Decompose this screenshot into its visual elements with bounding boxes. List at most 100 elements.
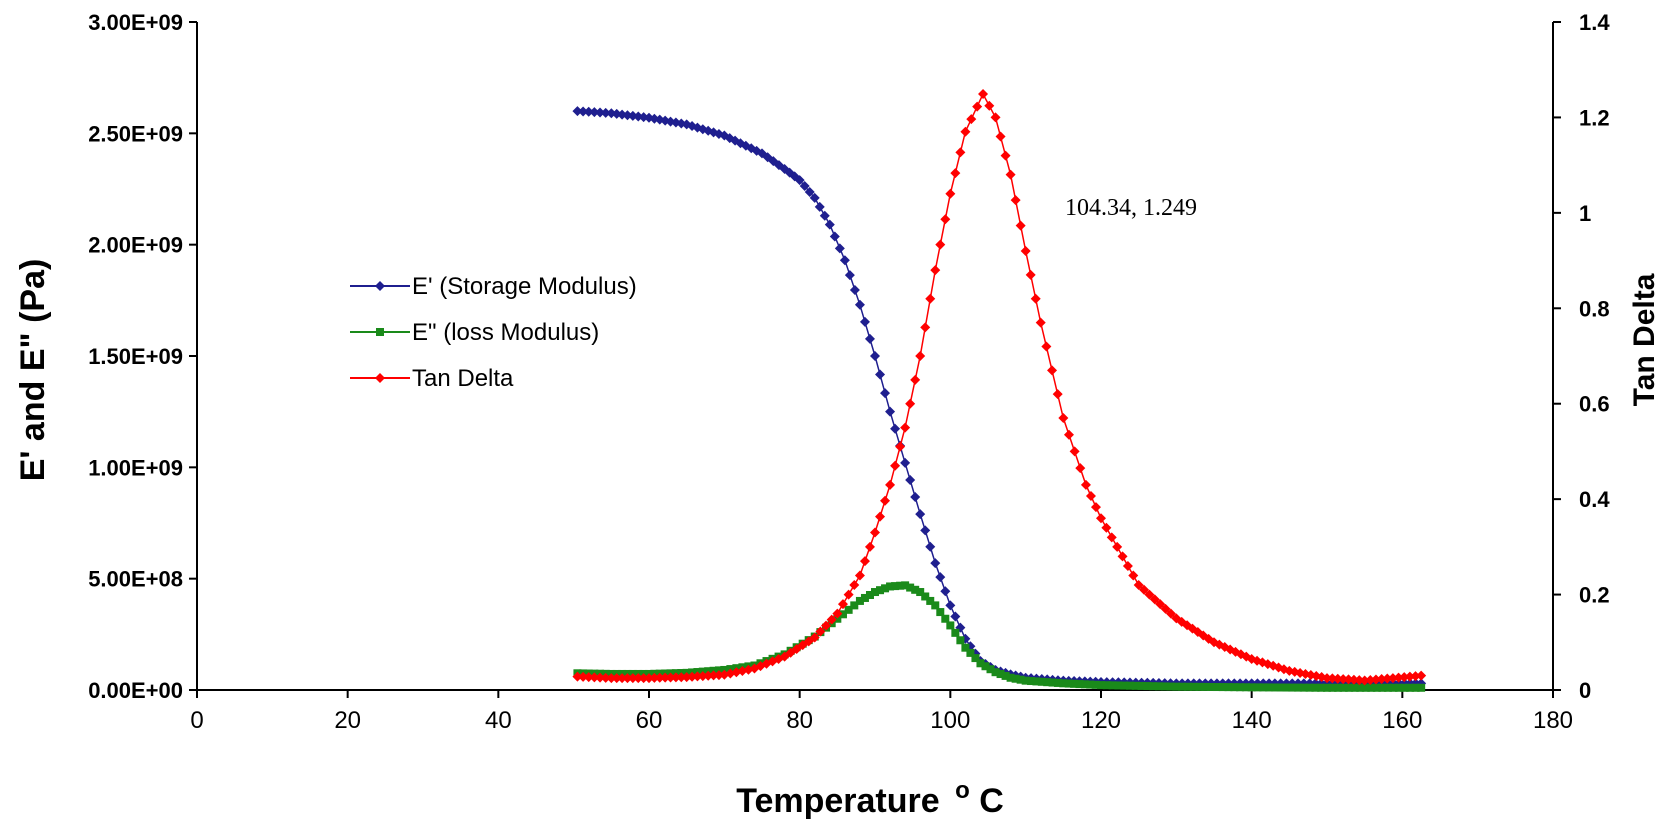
series-point bbox=[837, 599, 848, 610]
series-point bbox=[1021, 676, 1030, 685]
series-point bbox=[991, 668, 1000, 677]
series-point bbox=[589, 107, 600, 118]
series-point bbox=[1133, 580, 1144, 591]
series-point bbox=[1037, 677, 1046, 686]
series-point bbox=[1201, 682, 1210, 691]
series-point bbox=[583, 672, 594, 683]
series-point bbox=[1416, 670, 1427, 681]
series-point bbox=[676, 672, 687, 683]
series-point bbox=[1086, 680, 1095, 689]
legend-marker bbox=[375, 373, 385, 383]
series-point bbox=[692, 671, 703, 682]
series-point bbox=[875, 511, 886, 522]
series-point bbox=[1128, 570, 1139, 581]
series-point bbox=[996, 670, 1005, 679]
series-point bbox=[1299, 683, 1308, 692]
y-left-tick-label: 0.00E+00 bbox=[88, 678, 183, 703]
series-0 bbox=[572, 106, 1427, 689]
series-point bbox=[1085, 490, 1096, 501]
series-point bbox=[978, 89, 989, 100]
series-point bbox=[920, 525, 931, 536]
series-point bbox=[1189, 682, 1198, 691]
x-tick-label: 20 bbox=[334, 707, 361, 734]
series-point bbox=[900, 457, 911, 468]
series-point bbox=[1106, 532, 1117, 543]
x-tick-label: 120 bbox=[1081, 707, 1121, 734]
series-point bbox=[708, 670, 719, 681]
y-axis-left-title: E' and E" (Pa) bbox=[14, 259, 52, 482]
series-point bbox=[843, 589, 854, 600]
series-point bbox=[886, 582, 895, 591]
series-point bbox=[1048, 678, 1057, 687]
series-point bbox=[1270, 683, 1279, 692]
series-point bbox=[1400, 683, 1409, 692]
series-point bbox=[1253, 683, 1262, 692]
series-point bbox=[995, 131, 1006, 142]
series-point bbox=[815, 626, 826, 637]
series-point bbox=[633, 673, 644, 684]
series-point bbox=[859, 556, 870, 567]
legend-label: E" (loss Modulus) bbox=[412, 319, 599, 346]
series-point bbox=[905, 398, 916, 409]
series-point bbox=[611, 673, 622, 684]
series-point bbox=[1165, 608, 1176, 619]
series-point bbox=[881, 584, 890, 593]
series-point bbox=[703, 670, 714, 681]
series-point bbox=[1006, 673, 1015, 682]
y-left-tick-label: 2.50E+09 bbox=[88, 121, 183, 146]
series-point bbox=[951, 628, 960, 637]
series-point bbox=[864, 541, 875, 552]
series-point bbox=[1305, 683, 1314, 692]
series-point bbox=[1212, 683, 1221, 692]
y-left-tick-label: 5.00E+08 bbox=[88, 567, 183, 592]
series-point bbox=[1259, 683, 1268, 692]
series-point bbox=[804, 186, 815, 197]
series-point bbox=[1389, 683, 1398, 692]
series-point bbox=[1043, 678, 1052, 687]
series-point bbox=[941, 614, 950, 623]
series-point bbox=[891, 582, 900, 591]
series-point bbox=[826, 614, 837, 625]
series-point bbox=[945, 600, 956, 611]
x-tick-label: 0 bbox=[190, 707, 203, 734]
y-left-tick-label: 2.00E+09 bbox=[88, 233, 183, 258]
series-point bbox=[1338, 674, 1349, 685]
series-point bbox=[1365, 674, 1376, 685]
series-point bbox=[1011, 674, 1020, 683]
series-point bbox=[936, 608, 945, 617]
series-point bbox=[1339, 683, 1348, 692]
series-point bbox=[1000, 150, 1011, 161]
series-point bbox=[1137, 681, 1146, 690]
series-point bbox=[595, 107, 606, 118]
x-axis-title-text: Temperature bbox=[736, 782, 939, 820]
series-point bbox=[819, 210, 830, 221]
series-point bbox=[1101, 522, 1112, 533]
series-point bbox=[622, 673, 633, 684]
series-point bbox=[617, 673, 628, 684]
x-tick-label: 180 bbox=[1533, 707, 1573, 734]
x-axis-title-unit: C bbox=[979, 782, 1004, 820]
series-point bbox=[1327, 673, 1338, 684]
series-point bbox=[627, 673, 638, 684]
series-point bbox=[1404, 671, 1415, 682]
series-point bbox=[589, 672, 600, 683]
series-point bbox=[915, 351, 926, 361]
series-point bbox=[1230, 683, 1239, 692]
series-point bbox=[925, 293, 936, 304]
series-point bbox=[1322, 673, 1332, 684]
series-point bbox=[1195, 682, 1204, 691]
y-left-tick-label: 1.00E+09 bbox=[88, 455, 183, 480]
series-point bbox=[1395, 683, 1404, 692]
series-point bbox=[833, 614, 842, 623]
series-point bbox=[950, 168, 961, 179]
series-point bbox=[1041, 341, 1052, 352]
series-point bbox=[681, 672, 692, 683]
series-point bbox=[578, 106, 589, 117]
series-point bbox=[1027, 677, 1036, 686]
series-point bbox=[697, 671, 708, 682]
y-right-tick-label: 1.2 bbox=[1579, 105, 1610, 130]
series-point bbox=[1207, 682, 1216, 691]
series-point bbox=[1015, 220, 1026, 231]
series-point bbox=[1030, 293, 1041, 304]
